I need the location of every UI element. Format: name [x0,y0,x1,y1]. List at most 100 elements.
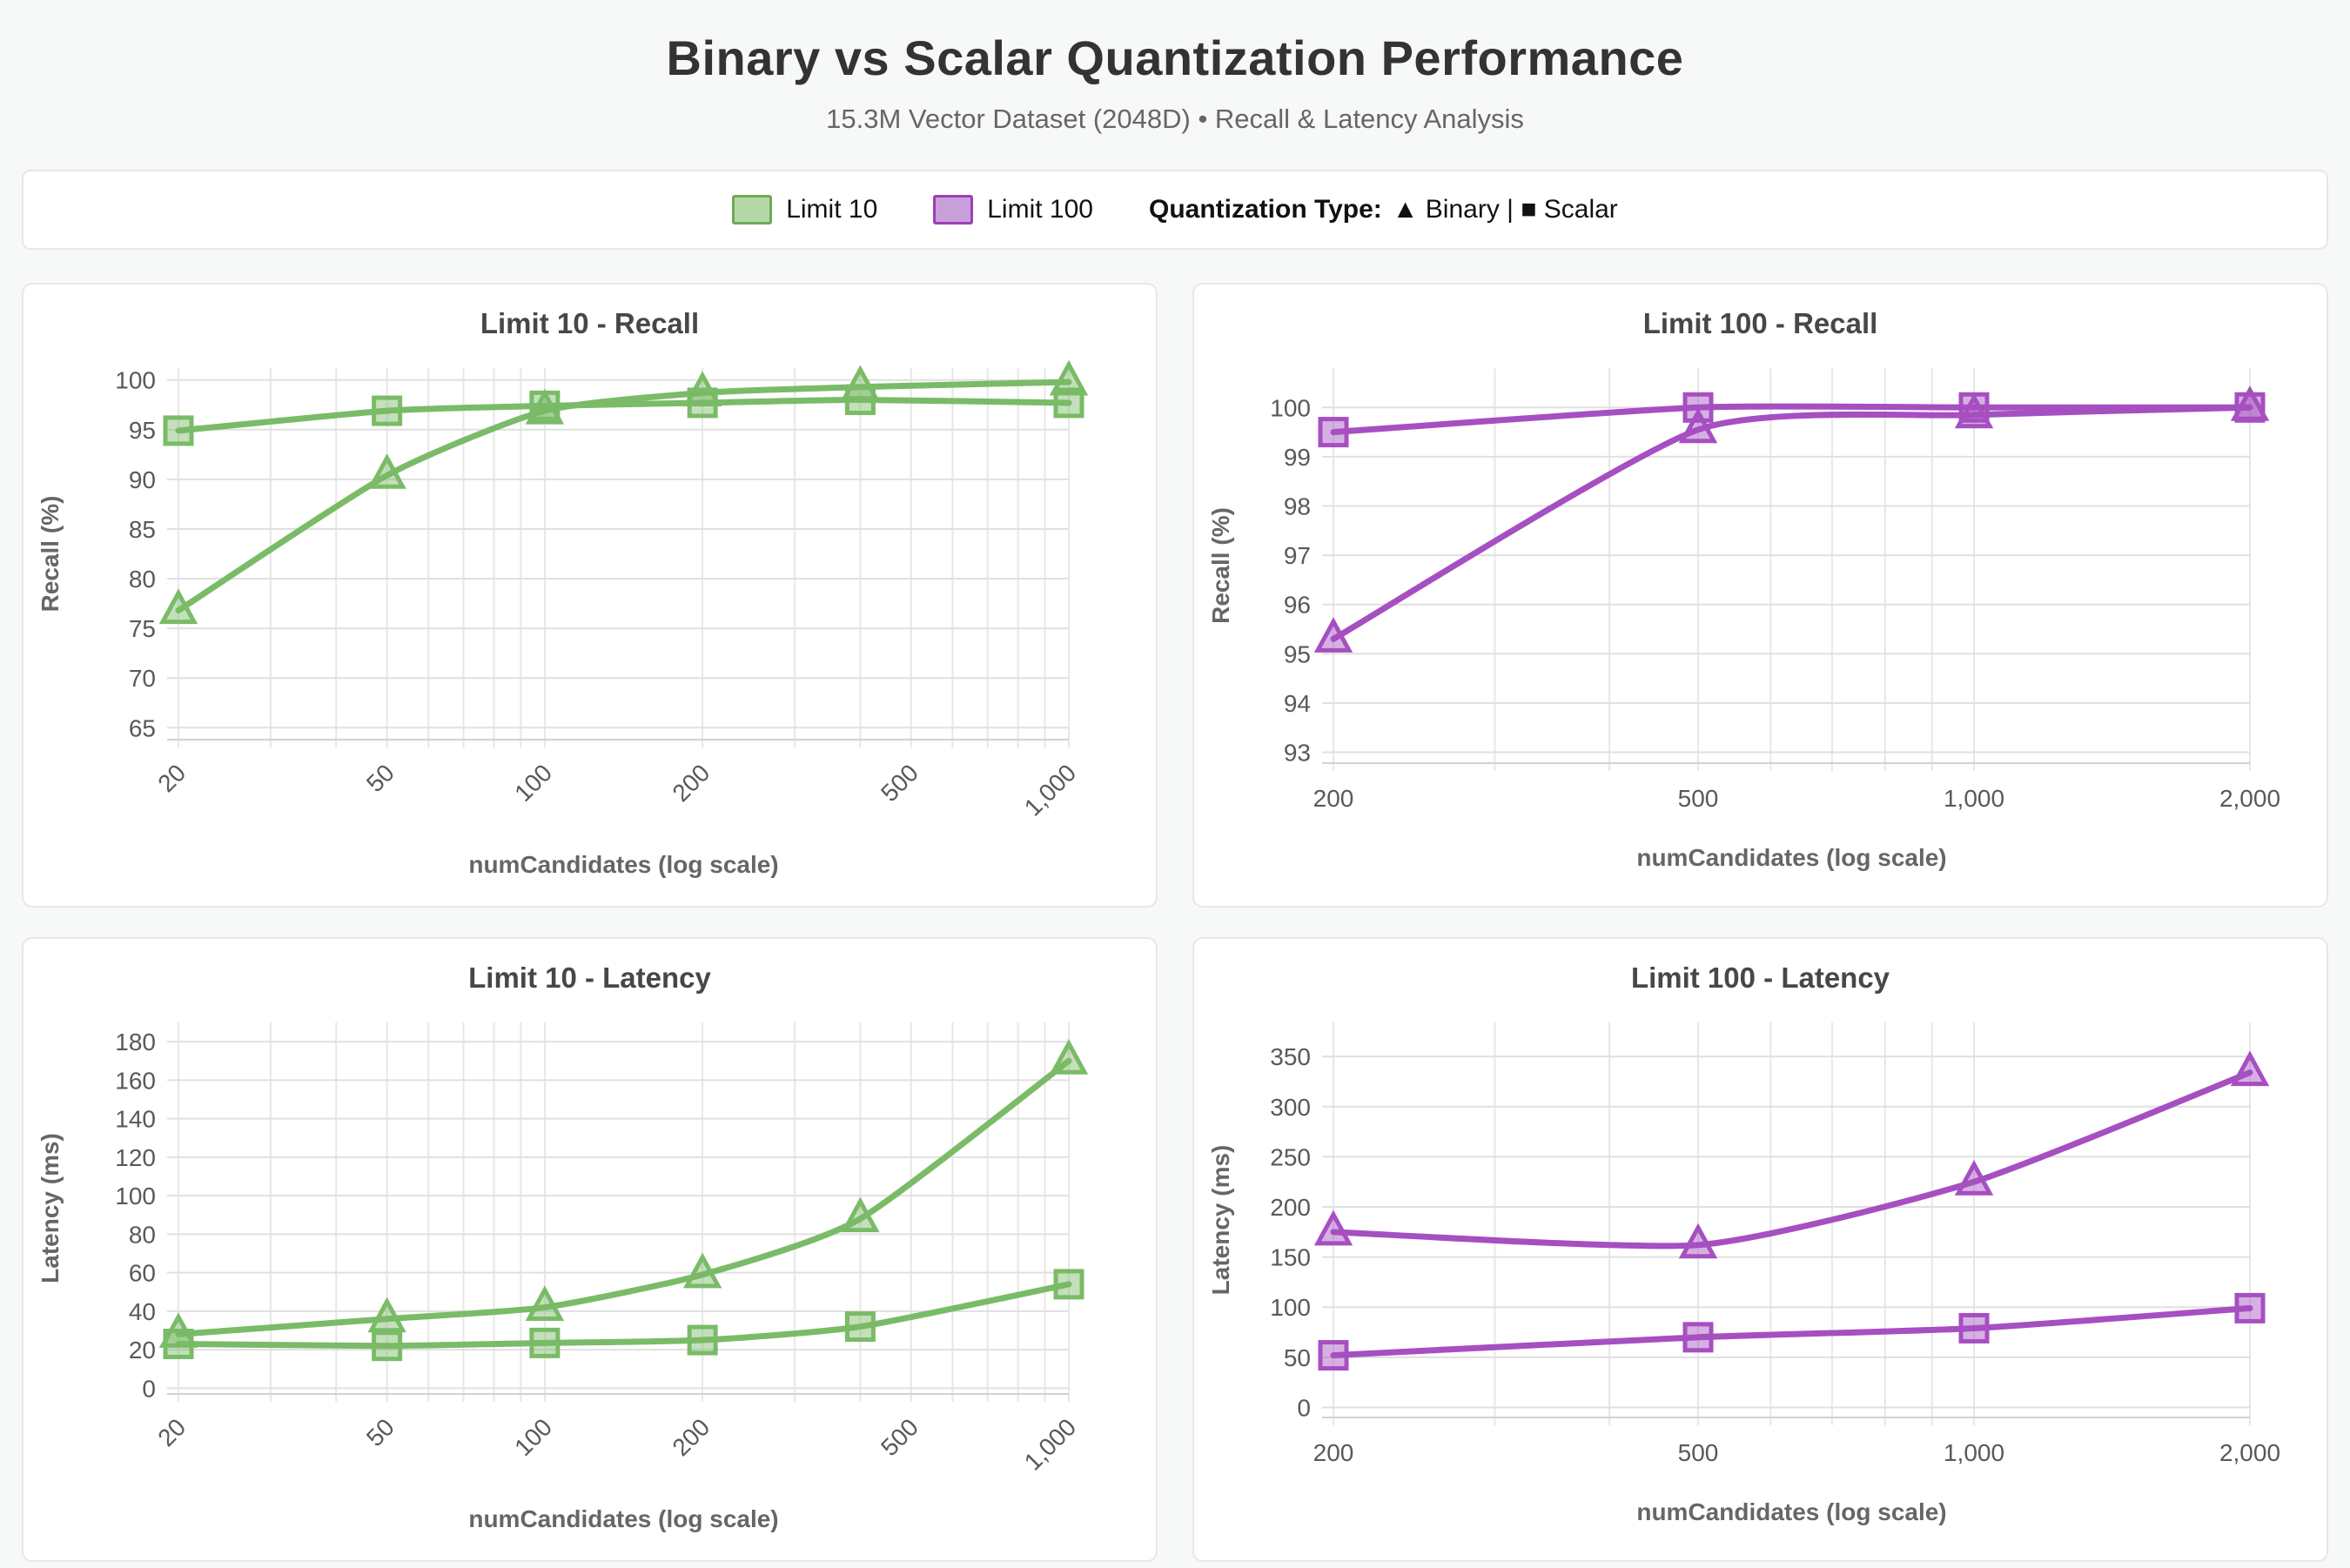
x-gridlines [178,368,1070,747]
svg-text:93: 93 [1284,740,1311,767]
svg-text:95: 95 [129,417,156,444]
x-tick-labels: 200 500 1,000 2,000 [1313,785,2280,812]
series-line-scalar [175,397,1072,434]
charts-grid: Limit 10 - Recall 65 70 75 80 85 90 95 100 20 50 1… [22,283,2328,1562]
series-markers-binary [1313,385,2270,653]
series-line-binary [175,379,1072,614]
x-gridlines [1333,1022,2251,1425]
svg-text:500: 500 [1678,1439,1719,1466]
svg-text:140: 140 [115,1106,156,1133]
y-axis-title: Recall (%) [1207,507,1234,624]
svg-text:100: 100 [1270,394,1311,421]
series-line-scalar [175,1281,1072,1350]
page-subtitle: 15.3M Vector Dataset (2048D) • Recall & … [826,104,1524,134]
series-markers-scalar [1318,1292,2266,1371]
y-gridlines: 0 50 100 150 200 250 300 350 [1270,1043,2250,1421]
svg-text:90: 90 [129,466,156,493]
page-title: Binary vs Scalar Quantization Performanc… [666,30,1684,85]
series-line-binary [1330,404,2253,642]
header: Binary vs Scalar Quantization Performanc… [22,30,2328,135]
x-axis-title: numCandidates (log scale) [468,851,778,878]
x-tick-labels: 20 50 100 200 500 1,000 [152,1413,1081,1475]
y-axis-title: Latency (ms) [37,1133,64,1283]
quantization-type-label: Quantization Type: [1148,195,1382,224]
svg-text:2,000: 2,000 [2219,1439,2280,1466]
chart-title-limit10-latency: Limit 10 - Latency [468,962,711,994]
svg-text:100: 100 [1270,1294,1311,1321]
svg-text:85: 85 [129,516,156,543]
svg-text:50: 50 [1284,1344,1311,1371]
legend-quantization-type: Quantization Type: ▲ Binary | ■ Scalar [1149,195,1618,224]
svg-text:98: 98 [1284,493,1311,520]
svg-text:94: 94 [1284,690,1311,717]
svg-text:180: 180 [115,1029,156,1055]
svg-text:50: 50 [361,759,400,797]
svg-text:60: 60 [129,1260,156,1287]
svg-text:200: 200 [1313,785,1354,812]
x-tick-labels: 20 50 100 200 500 1,000 [152,759,1081,821]
svg-text:100: 100 [115,367,156,394]
svg-text:75: 75 [129,615,156,642]
svg-text:250: 250 [1270,1143,1311,1170]
svg-text:0: 0 [142,1375,156,1402]
svg-text:0: 0 [1297,1394,1311,1421]
svg-text:500: 500 [1678,785,1719,812]
svg-text:300: 300 [1270,1094,1311,1121]
svg-text:100: 100 [509,759,557,807]
x-gridlines [178,1022,1070,1402]
plot-area: 0 50 100 150 200 250 300 350 200 500 1,000 2,000 num… [1207,1022,2280,1525]
chart-title-limit10-recall: Limit 10 - Recall [480,307,700,339]
svg-text:70: 70 [129,665,156,692]
svg-text:1,000: 1,000 [1944,785,2004,812]
y-gridlines: 0 20 40 60 80 100 120 140 160 180 [115,1029,1069,1402]
legend-bar: Limit 10 Limit 100 Quantization Type: ▲ … [22,170,2328,250]
svg-text:20: 20 [152,1413,191,1451]
series-line-binary [1330,1069,2253,1250]
limit100-latency-chart: 0 50 100 150 200 250 300 350 200 500 1,000 2,000 num… [1207,1022,2280,1525]
series-markers-binary [1313,1050,2270,1259]
series-markers-scalar [163,385,1084,446]
limit10-swatch-icon [732,195,773,224]
legend-label-limit100: Limit 100 [987,195,1093,224]
plot-area: 0 20 40 60 80 100 120 140 160 180 20 50 100 200 500 1,0… [37,1022,1089,1532]
svg-text:1,000: 1,000 [1944,1439,2004,1466]
svg-text:2,000: 2,000 [2219,785,2280,812]
y-axis-title: Latency (ms) [1207,1145,1234,1296]
x-gridlines [1333,368,2251,771]
svg-text:97: 97 [1284,542,1311,569]
chart-title-limit100-latency: Limit 100 - Latency [1630,962,1890,994]
svg-text:200: 200 [1270,1194,1311,1221]
legend-item-limit10: Limit 10 [732,195,877,224]
svg-text:500: 500 [876,1413,923,1461]
limit100-recall-chart: 93 94 95 96 97 98 99 100 200 500 1,000 2,000 numCand… [1207,368,2280,871]
svg-text:120: 120 [115,1144,156,1171]
svg-text:20: 20 [152,759,191,797]
y-gridlines: 93 94 95 96 97 98 99 100 [1270,394,2250,767]
svg-text:50: 50 [361,1413,400,1451]
series-markers-binary [158,1039,1089,1348]
x-axis-title: numCandidates (log scale) [1636,1498,1946,1525]
svg-text:350: 350 [1270,1043,1311,1070]
svg-text:99: 99 [1284,444,1311,471]
limit10-latency-chart: 0 20 40 60 80 100 120 140 160 180 20 50 100 200 500 1,0… [37,1022,1089,1532]
x-axis-title: numCandidates (log scale) [468,1505,778,1532]
svg-text:1,000: 1,000 [1019,1413,1081,1475]
svg-text:100: 100 [509,1413,557,1461]
series-markers-scalar [163,1269,1084,1362]
svg-text:20: 20 [129,1337,156,1364]
y-axis-title: Recall (%) [37,496,64,613]
svg-text:200: 200 [667,1413,715,1461]
chart-card-limit100-recall: Limit 100 - Recall 93 94 95 96 97 98 99 100 200 5… [1192,283,2328,908]
y-gridlines: 65 70 75 80 85 90 95 100 [115,367,1069,741]
plot-area: 65 70 75 80 85 90 95 100 20 50 100 200 500 1,000 numCa… [37,359,1089,878]
chart-card-limit10-recall: Limit 10 - Recall 65 70 75 80 85 90 95 100 20 50 1… [22,283,1158,908]
chart-title-limit100-recall: Limit 100 - Recall [1642,307,1878,339]
svg-text:96: 96 [1284,592,1311,619]
svg-text:65: 65 [129,714,156,741]
series-line-binary [175,1057,1072,1337]
limit10-recall-chart: 65 70 75 80 85 90 95 100 20 50 100 200 500 1,000 numCa… [37,359,1089,878]
svg-text:40: 40 [129,1298,156,1325]
legend-label-limit10: Limit 10 [786,195,878,224]
svg-text:80: 80 [129,1221,156,1248]
